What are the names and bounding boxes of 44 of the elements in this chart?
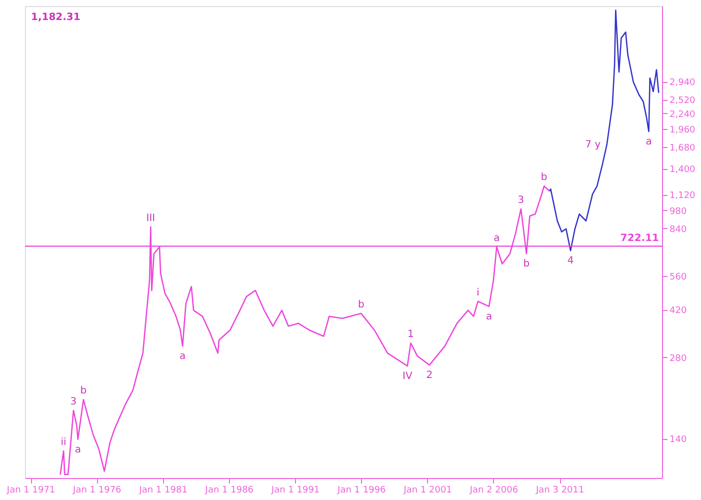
x-tick-label: Jan 1 1996 (336, 486, 386, 496)
annotation: a (180, 351, 186, 362)
annotation: ii (60, 436, 66, 448)
y-tick-label: 1,680 (670, 144, 696, 154)
annotation: b (523, 258, 530, 270)
annotation: 1,182.31 (31, 12, 80, 23)
annotation: 3 (518, 194, 524, 206)
annotation: b (80, 386, 87, 397)
x-tick-label: Jan 1 1971 (6, 486, 56, 496)
annotation: III (146, 212, 156, 224)
annotation: b (540, 172, 548, 184)
y-tick-label: 2,520 (670, 96, 696, 106)
annotation: a (646, 136, 652, 148)
annotation: 7 y (585, 139, 601, 150)
annotation: IV (402, 370, 412, 382)
annotation: 2 (426, 370, 433, 382)
y-tick-label: 560 (670, 272, 687, 282)
annotation: a (74, 444, 81, 456)
x-tick-label: Jan 1 1976 (72, 486, 122, 496)
annotation: 4 (567, 256, 574, 267)
annotation: 1 (408, 329, 414, 340)
y-tick-label: 2,940 (670, 78, 696, 88)
x-tick-label: Jan 1 2001 (402, 486, 452, 496)
y-tick-label: 1,400 (670, 165, 696, 176)
line-series (548, 10, 660, 252)
x-tick-label: Jan 2 2006 (468, 486, 518, 496)
y-tick-label: 1,960 (670, 126, 696, 136)
y-tick-label: 840 (670, 224, 687, 235)
y-tick-label: 980 (670, 206, 687, 217)
annotation: 3 (70, 396, 77, 408)
y-tick-label: 280 (670, 354, 687, 364)
x-tick-label: Jan 1 1991 (270, 486, 320, 496)
y-tick-label: 420 (670, 306, 687, 316)
ref-line-label: 722.11 (620, 233, 660, 244)
annotation: a (486, 311, 492, 322)
annotation: b (358, 299, 364, 310)
y-tick-label: 2,240 (670, 110, 696, 120)
x-tick-label: Jan 1 1986 (204, 486, 254, 496)
y-tick-label: 1,120 (670, 191, 696, 202)
x-tick-label: Jan 3 2011 (534, 486, 584, 496)
annotation: i (476, 287, 480, 298)
x-tick-label: Jan 1 1981 (138, 486, 188, 496)
y-tick-label: 140 (670, 435, 687, 446)
annotation: a (494, 232, 500, 244)
